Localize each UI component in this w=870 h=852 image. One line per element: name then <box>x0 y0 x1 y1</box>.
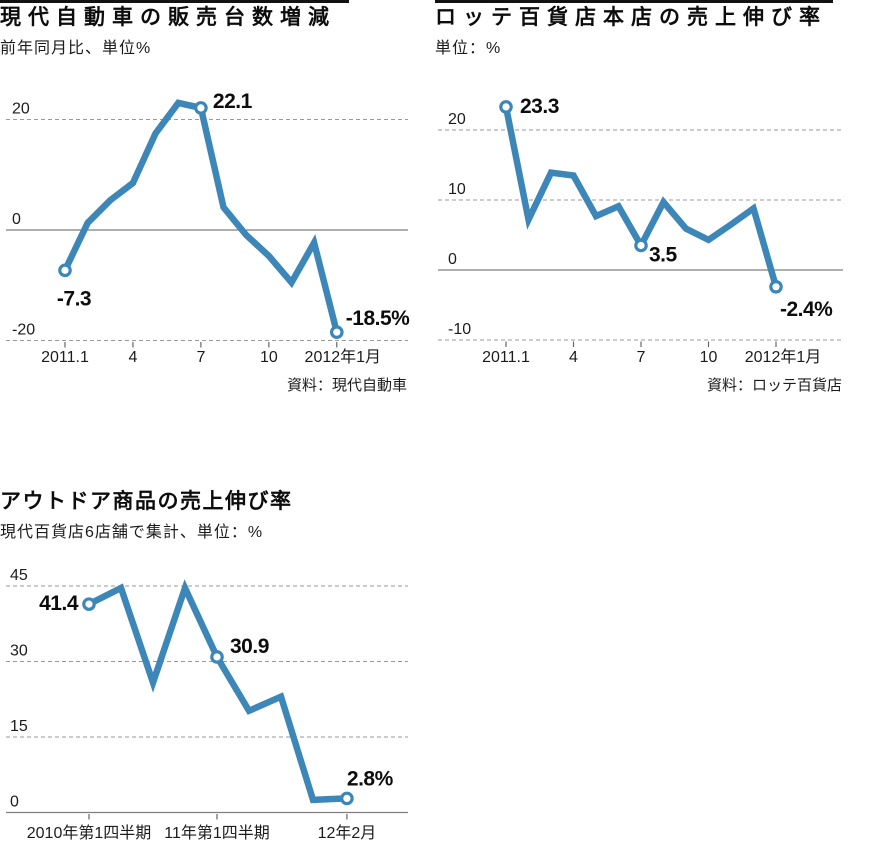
x-axis-label: 2011.1 <box>41 349 89 366</box>
data-point-label: 22.1 <box>213 90 253 113</box>
x-axis-label: 7 <box>196 349 205 366</box>
data-point-marker <box>340 791 354 806</box>
data-point-marker <box>58 263 72 278</box>
data-point-label: -2.4% <box>780 298 833 321</box>
x-axis-label: 2012年1月 <box>745 348 822 366</box>
x-axis-label: 4 <box>569 349 578 366</box>
chart-section-lotte-sales: ロッテ百貨店本店の売上伸び率 単位：% 20 10 0 -10 2011.1 4 7 10 20… <box>435 0 870 430</box>
y-axis-label: 0 <box>12 211 21 228</box>
y-axis-label: -10 <box>448 321 471 338</box>
line-chart-hyundai: 20 0 -20 2011.1 4 7 10 2012年1月 -7.3 22.1 -18.5% <box>6 90 411 366</box>
x-axis-label: 2010年第1四半期 <box>27 824 152 842</box>
y-axis-label: 0 <box>10 794 19 811</box>
title-rule <box>435 0 833 3</box>
data-line <box>87 579 348 804</box>
x-axis-label: 2012年1月 <box>305 348 382 366</box>
chart-section-hyundai-sales: 現代自動車の販売台数増減 前年同月比、単位% 20 0 -20 2011.1 4 7 10 2… <box>0 0 435 430</box>
data-point-label: 30.9 <box>230 635 269 658</box>
data-line <box>62 99 340 333</box>
chart-title: ロッテ百貨店本店の売上伸び率 <box>435 6 827 29</box>
chart-section-outdoor-sales: アウトドア商品の売上伸び率 現代百貨店6店舗で集計、単位：% 45 30 15 0 20… <box>0 484 435 852</box>
data-point-label: -7.3 <box>57 287 91 310</box>
y-axis-label: 45 <box>10 567 28 584</box>
chart-title: アウトドア商品の売上伸び率 <box>0 490 293 513</box>
data-point-label: 2.8% <box>347 767 394 790</box>
line-chart-lotte: 20 10 0 -10 2011.1 4 7 10 2012年1月 23.3 3.5 -2.4% <box>438 95 843 366</box>
title-rule <box>0 0 349 3</box>
data-point-label: 41.4 <box>39 592 79 615</box>
chart-source: 資料：ロッテ百貨店 <box>706 377 842 394</box>
data-point-label: 23.3 <box>520 95 559 118</box>
y-axis-label: 30 <box>10 643 28 660</box>
data-point-marker <box>194 101 208 115</box>
y-axis-label: 0 <box>448 251 457 268</box>
data-point-label: -18.5% <box>346 307 410 330</box>
y-axis-label: 10 <box>448 181 466 198</box>
chart-title: 現代自動車の販売台数増減 <box>0 6 336 29</box>
y-axis-label: 20 <box>12 101 30 118</box>
chart-subtitle: 単位：% <box>435 40 502 57</box>
data-point-marker <box>499 100 513 114</box>
x-axis-label: 11年第1四半期 <box>164 824 270 842</box>
y-axis-label: 20 <box>448 111 466 128</box>
data-point-marker <box>329 325 344 340</box>
x-axis-label: 12年2月 <box>318 824 377 842</box>
data-point-marker <box>210 650 224 664</box>
data-point-marker <box>82 597 96 611</box>
x-axis-label: 2011.1 <box>482 349 530 366</box>
x-axis-label: 10 <box>700 349 718 366</box>
chart-source: 資料：現代自動車 <box>286 377 407 394</box>
x-axis-label: 10 <box>260 349 278 366</box>
data-point-marker <box>769 280 783 294</box>
line-chart-outdoor: 45 30 15 0 2010年第1四半期 11年第1四半期 12年2月 41.4 30.9 2.… <box>6 567 408 842</box>
data-point-marker <box>634 238 648 253</box>
y-axis-label: -20 <box>12 322 35 339</box>
y-axis-label: 15 <box>10 718 28 735</box>
data-line <box>502 106 780 288</box>
chart-subtitle: 前年同月比、単位% <box>0 40 152 57</box>
data-point-label: 3.5 <box>649 244 678 267</box>
x-axis-label: 4 <box>128 349 137 366</box>
x-axis-label: 7 <box>637 349 646 366</box>
chart-subtitle: 現代百貨店6店舗で集計、単位：% <box>0 524 264 541</box>
